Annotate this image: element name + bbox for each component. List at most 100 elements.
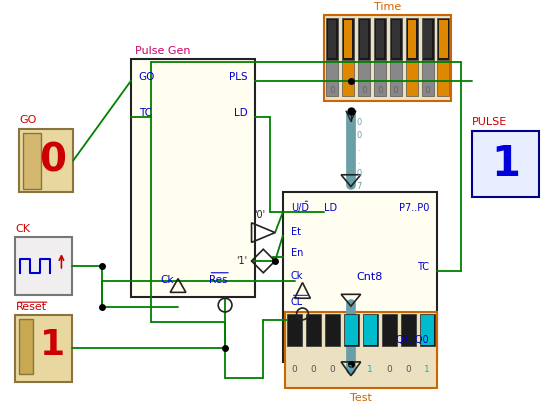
Bar [401,314,416,346]
Bar [131,59,255,297]
Text: 1: 1 [40,328,65,362]
Text: CK: CK [16,224,31,234]
Text: Test: Test [350,393,372,403]
Text: GO: GO [139,72,155,82]
Text: Ck: Ck [291,271,303,281]
Bar [16,315,72,382]
Text: 0: 0 [386,365,392,374]
Text: TC: TC [417,262,429,272]
Text: En: En [291,248,303,258]
Text: PULSE: PULSE [472,117,507,127]
Text: 7: 7 [356,182,361,191]
Text: 0: 0 [393,86,398,96]
Text: GO: GO [19,115,37,125]
Bar [358,60,370,96]
Bar [344,20,352,58]
Text: 0: 0 [329,86,335,96]
Bar [374,60,386,96]
Bar [325,314,340,346]
Text: 0: 0 [356,118,361,127]
Text: 0: 0 [356,169,361,178]
Text: 1: 1 [408,86,415,96]
Text: LD: LD [234,108,248,118]
Bar [421,315,434,345]
Bar [328,20,336,58]
Text: 0: 0 [310,365,316,374]
Text: Reset: Reset [16,302,47,312]
Bar [376,20,384,58]
Bar [437,60,450,96]
Bar [437,18,450,60]
Bar [342,60,354,96]
Text: 0: 0 [405,365,411,374]
Text: 1: 1 [367,365,373,374]
Bar [344,314,359,346]
Bar [326,315,339,345]
Text: U/D: U/D [291,203,309,213]
Bar [326,60,338,96]
Text: Ck: Ck [160,275,174,285]
Text: CL: CL [291,297,303,307]
Bar [306,314,321,346]
Text: Res: Res [209,275,228,285]
Bar [16,237,72,295]
Bar [19,129,73,192]
Bar [363,314,378,346]
Text: Et: Et [291,227,301,237]
Text: 0: 0 [330,365,335,374]
Text: PLS: PLS [229,72,248,82]
Bar [392,20,400,58]
Bar [324,15,451,101]
Text: 0: 0 [361,86,367,96]
Bar [374,18,386,60]
Text: Q7..Q0: Q7..Q0 [395,335,429,345]
Text: '0': '0' [254,210,265,220]
Bar [440,20,447,58]
Bar [358,18,370,60]
Bar [422,60,433,96]
Text: 1: 1 [345,86,351,96]
Bar [406,18,417,60]
Bar [422,18,433,60]
Bar [423,20,432,58]
Text: .: . [357,157,360,166]
Bar [288,315,301,345]
Text: 0: 0 [39,142,66,179]
Text: 1: 1 [349,365,354,374]
Text: 1: 1 [491,143,520,185]
Bar [407,20,416,58]
Bar [283,192,437,362]
Bar [390,60,402,96]
Text: .: . [357,144,360,153]
Text: Time: Time [374,2,401,12]
Bar [402,315,415,345]
Text: LD: LD [324,203,337,213]
Bar [19,319,33,374]
Bar [382,314,397,346]
Bar [472,131,539,197]
Text: TC: TC [139,108,152,118]
Bar [307,315,320,345]
Text: Pulse Gen: Pulse Gen [135,46,190,56]
Bar [390,18,402,60]
Text: 0: 0 [291,365,297,374]
Bar [420,314,435,346]
Bar [287,314,302,346]
Text: '1': '1' [236,256,248,266]
Bar [342,18,354,60]
Text: 0: 0 [377,86,382,96]
Text: 1: 1 [425,365,430,374]
Bar [23,133,41,188]
Bar [285,312,437,388]
Text: 0: 0 [356,131,361,140]
Bar [364,315,377,345]
Bar [360,20,368,58]
Text: P7..P0: P7..P0 [398,203,429,213]
Text: 0: 0 [425,86,431,96]
Bar [383,315,396,345]
Text: 1: 1 [441,86,446,96]
Bar [345,315,358,345]
Bar [406,60,417,96]
Bar [326,18,338,60]
Text: Cnt8: Cnt8 [356,272,383,282]
